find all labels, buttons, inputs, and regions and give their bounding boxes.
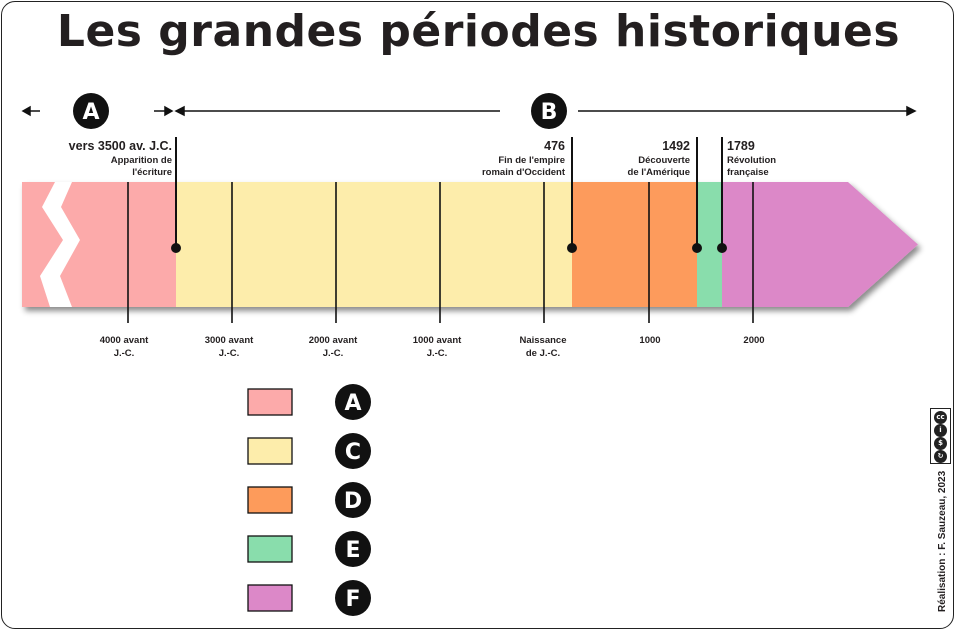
event-1789: 1789 Révolution française [727,139,776,178]
legend-swatch [247,584,293,612]
license-badge: cc i $ ↻ [930,408,951,464]
period-b-arrow [174,105,917,117]
period-a-letter: A [82,100,99,125]
legend-letter: A [344,391,361,416]
tick-label: 1000 avant [413,335,462,346]
tick-label: de J.-C. [526,348,560,359]
page-title: Les grandes périodes historiques [56,6,901,57]
nc-icon: $ [934,437,947,450]
event-year: 1492 [662,139,690,153]
event-year: 1789 [727,139,755,153]
author-credit: Réalisation : F. Sauzeau, 2023 [937,470,948,612]
period-b-letter: B [541,100,558,125]
legend-item-a: A [247,384,371,420]
event-desc: Révolution [727,155,776,166]
legend-swatch [247,486,293,514]
event-desc: l'écriture [132,167,172,178]
tick-label: 4000 avant [100,335,149,346]
event-year: 476 [544,139,565,153]
legend-swatch [247,388,293,416]
legend-letter: E [345,538,360,563]
event-desc: Fin de l'empire [498,155,565,166]
period-a-badge: A [73,93,109,129]
tick-label: 3000 avant [205,335,254,346]
legend-item-d: D [247,482,371,518]
event-desc: de l'Amérique [628,167,690,178]
sa-icon: ↻ [934,450,947,463]
event-desc: romain d'Occident [482,167,566,178]
legend-swatch [247,535,293,563]
period-b-badge: B [531,93,567,129]
event-1492: 1492 Découverte de l'Amérique [628,139,690,178]
segment-contemporary [722,182,918,307]
tick-label: Naissance [519,335,566,346]
segment-modern [697,182,722,307]
tick-label: 1000 [639,335,660,346]
event-markers [171,137,727,253]
segment-middle-ages [572,182,697,307]
by-icon: i [934,424,947,437]
event-desc: Découverte [638,155,690,166]
event-476: 476 Fin de l'empire romain d'Occident [482,139,566,178]
legend-item-f: F [247,580,371,616]
tick-labels: 4000 avant J.-C. 3000 avant J.-C. 2000 a… [100,335,765,359]
period-a-arrow [21,105,174,117]
tick-label: J.-C. [219,348,240,359]
legend-letter: C [345,440,361,465]
timeline-ticks [127,182,754,323]
tick-label: 2000 [743,335,764,346]
legend-swatch [247,437,293,465]
legend-letter: D [344,489,362,514]
legend-letter: F [345,587,360,612]
tick-label: J.-C. [323,348,344,359]
tick-label: J.-C. [427,348,448,359]
legend: A C D E F [247,384,371,616]
cc-icon: cc [934,411,947,424]
legend-item-c: C [247,433,371,469]
segment-antiquity [176,182,572,307]
tick-label: 2000 avant [309,335,358,346]
event-vers-3500: vers 3500 av. J.C. Apparition de l'écrit… [69,139,172,178]
legend-item-e: E [247,531,371,567]
event-year: vers 3500 av. J.C. [69,139,172,153]
event-desc: française [727,167,769,178]
event-desc: Apparition de [111,155,172,166]
timeline-band [22,182,918,307]
tick-label: J.-C. [114,348,135,359]
zigzag-break [40,182,80,307]
